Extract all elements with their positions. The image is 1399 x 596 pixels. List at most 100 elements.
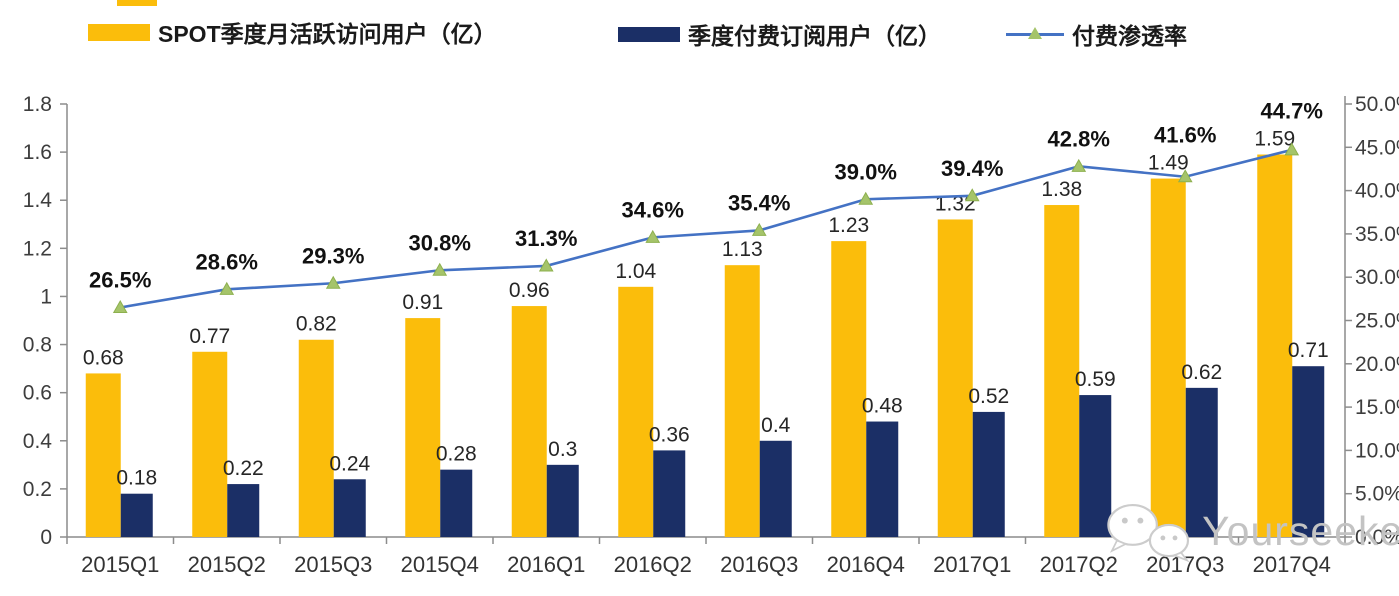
sub-value-label: 0.22	[223, 457, 264, 480]
penetration-pct-label: 31.3%	[515, 226, 577, 251]
bar-sub	[866, 421, 899, 537]
left-axis-tick-label: 0.4	[23, 430, 53, 453]
bar-sub	[653, 450, 686, 537]
x-axis-label: 2015Q2	[188, 552, 266, 577]
x-axis-label: 2017Q1	[933, 552, 1011, 577]
x-axis-label: 2017Q3	[1146, 552, 1224, 577]
left-axis-tick-label: 0.8	[23, 334, 52, 357]
mau-value-label: 1.04	[615, 260, 656, 283]
sub-bar-swatch-icon	[618, 26, 680, 42]
legend-label-penetration: 付费渗透率	[1072, 23, 1187, 49]
right-axis-tick-label: 20.0%	[1355, 353, 1399, 376]
bar-sub	[440, 469, 473, 537]
bar-mau	[1044, 205, 1080, 538]
line-marker-icon	[1284, 142, 1300, 156]
mau-value-label: 1.13	[722, 238, 763, 261]
bar-sub	[972, 411, 1005, 537]
mau-value-label: 0.91	[402, 291, 443, 314]
penetration-pct-label: 44.7%	[1261, 99, 1323, 124]
watermark: Yourseeker	[1098, 496, 1399, 566]
penetration-pct-label: 34.6%	[622, 197, 684, 222]
line-marker-icon	[964, 188, 980, 202]
sub-value-label: 0.62	[1181, 361, 1222, 384]
x-axis-label: 2016Q4	[827, 552, 905, 577]
line-marker-icon	[538, 258, 554, 272]
left-axis-tick-label: 1	[40, 285, 52, 308]
left-axis-tick-label: 0.6	[23, 382, 52, 405]
legend-item-penetration: 付费渗透率	[1006, 17, 1187, 51]
left-axis-tick-label: 0	[40, 526, 52, 549]
bar-sub	[1079, 395, 1112, 537]
wechat-icon	[1107, 503, 1190, 563]
legend-label-mau: SPOT季度月活跃访问用户（亿）	[158, 21, 497, 47]
bar-sub	[1185, 387, 1218, 537]
bar-mau	[1150, 178, 1186, 538]
x-axis-label: 2017Q2	[1040, 552, 1118, 577]
bar-sub	[759, 440, 792, 537]
bar-sub	[333, 479, 366, 537]
bar-mau	[85, 373, 121, 537]
right-axis-tick-label: 10.0%	[1355, 439, 1399, 462]
x-axis-label: 2017Q4	[1253, 552, 1331, 577]
bar-mau	[511, 306, 547, 537]
bar-mau	[831, 241, 867, 537]
right-axis-tick-label: 40.0%	[1355, 180, 1399, 203]
penetration-line-swatch-icon	[1006, 26, 1064, 42]
line-marker-icon	[858, 191, 874, 205]
right-axis-tick-label: 30.0%	[1355, 266, 1399, 289]
line-marker-icon	[112, 299, 128, 314]
sub-value-label: 0.71	[1288, 339, 1329, 362]
left-axis-tick-label: 1.6	[23, 141, 52, 164]
mau-bar-swatch-icon	[88, 23, 150, 41]
x-axis-label: 2016Q3	[720, 552, 798, 577]
right-axis-tick-label: 50.0%	[1355, 93, 1399, 116]
sub-value-label: 0.48	[862, 395, 903, 418]
legend-item-mau: SPOT季度月活跃访问用户（亿）	[88, 15, 497, 49]
mau-value-label: 1.49	[1148, 152, 1189, 175]
line-marker-icon	[219, 281, 235, 295]
sub-value-label: 0.59	[1075, 368, 1116, 391]
left-axis-tick-label: 1.2	[23, 237, 52, 260]
sub-value-label: 0.36	[649, 423, 690, 446]
penetration-pct-label: 29.3%	[302, 243, 364, 268]
right-axis-tick-label: 15.0%	[1355, 396, 1399, 419]
penetration-pct-label: 39.4%	[941, 156, 1003, 181]
x-axis-label: 2015Q3	[294, 552, 372, 577]
left-axis-tick-label: 1.8	[23, 93, 52, 116]
bar-mau	[1257, 154, 1293, 537]
line-marker-icon	[751, 222, 767, 236]
right-axis-tick-label: 5.0%	[1355, 483, 1399, 506]
right-axis-tick-label: 25.0%	[1355, 310, 1399, 333]
sub-value-label: 0.4	[761, 414, 791, 437]
left-axis-tick-label: 0.2	[23, 478, 52, 501]
penetration-line	[120, 148, 1293, 309]
mau-value-label: 0.96	[509, 279, 550, 302]
right-axis-tick-label: 45.0%	[1355, 136, 1399, 159]
line-marker-icon	[432, 262, 448, 276]
sub-value-label: 0.28	[436, 443, 477, 466]
bar-mau	[724, 265, 760, 537]
bar-sub	[546, 464, 579, 537]
penetration-pct-label: 42.8%	[1048, 126, 1110, 151]
x-axis-label: 2016Q1	[507, 552, 585, 577]
penetration-pct-label: 39.0%	[835, 159, 897, 184]
sub-value-label: 0.24	[329, 452, 370, 475]
mau-value-label: 0.82	[296, 313, 337, 336]
mau-value-label: 0.68	[83, 346, 124, 369]
watermark-text: Yourseeker	[1202, 507, 1399, 554]
line-marker-icon	[645, 229, 661, 243]
x-axis-label: 2015Q1	[81, 552, 159, 577]
line-marker-icon	[1071, 158, 1087, 172]
penetration-pct-label: 35.4%	[728, 190, 790, 215]
bar-mau	[298, 339, 334, 537]
legend-label-sub: 季度付费订阅用户（亿）	[688, 23, 941, 49]
mau-value-label: 1.23	[828, 214, 869, 237]
x-axis-label: 2016Q2	[614, 552, 692, 577]
bar-sub	[1292, 366, 1325, 537]
bar-mau	[937, 219, 973, 537]
bar-mau	[405, 318, 441, 537]
mau-value-label: 1.38	[1041, 178, 1082, 201]
penetration-pct-label: 41.6%	[1154, 123, 1216, 148]
